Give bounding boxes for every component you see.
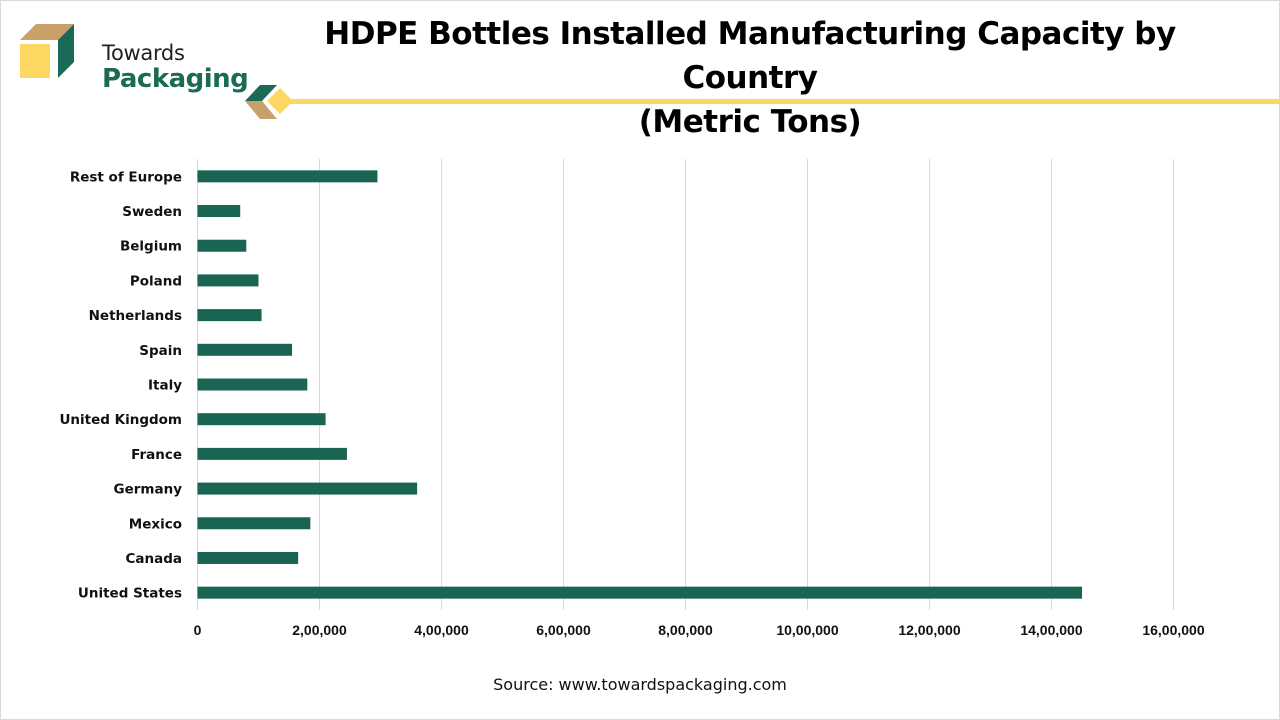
- bars: [197, 170, 1082, 599]
- bar-mexico: [197, 517, 311, 530]
- x-tick-label: 2,00,000: [292, 622, 347, 638]
- x-tick-label: 10,00,000: [776, 622, 838, 638]
- bar-poland: [197, 274, 259, 287]
- x-tick-labels: 0 2,00,000 4,00,000 6,00,000 8,00,000 10,00,0…: [194, 622, 1205, 638]
- category-label: United Kingdom: [59, 412, 182, 428]
- category-label: Canada: [125, 551, 182, 567]
- x-tick-label: 0: [194, 622, 202, 638]
- category-labels: Rest of Europe Sweden Belgium Poland Netherl…: [59, 169, 182, 601]
- brand-logo: Towards Packaging: [18, 22, 249, 94]
- brand-name-line2: Packaging: [102, 64, 249, 94]
- category-label: Germany: [114, 482, 183, 498]
- source-note: Source: www.towardspackaging.com: [493, 675, 787, 694]
- title-ornament-icon: [245, 85, 293, 119]
- bar-germany: [197, 482, 418, 495]
- x-tick-label: 4,00,000: [414, 622, 469, 638]
- x-tick-label: 6,00,000: [536, 622, 591, 638]
- category-label: Poland: [130, 273, 182, 289]
- gridlines: [197, 159, 1174, 610]
- bar-rest-of-europe: [197, 170, 378, 183]
- chart-title-line1: HDPE Bottles Installed Manufacturing Cap…: [324, 16, 1176, 96]
- bar-france: [197, 447, 347, 460]
- bar-italy: [197, 378, 308, 391]
- bar-netherlands: [197, 309, 262, 322]
- chart-title: HDPE Bottles Installed Manufacturing Cap…: [290, 12, 1210, 144]
- x-tick-label: 12,00,000: [898, 622, 960, 638]
- category-label: Rest of Europe: [70, 169, 182, 185]
- category-label: Sweden: [122, 204, 182, 220]
- x-tick-label: 14,00,000: [1020, 622, 1082, 638]
- box-logo-icon: [20, 24, 74, 78]
- bar-spain: [197, 343, 293, 356]
- x-tick-label: 8,00,000: [658, 622, 713, 638]
- bar-united-kingdom: [197, 413, 326, 426]
- category-label: France: [131, 447, 182, 463]
- x-tick-label: 16,00,000: [1142, 622, 1204, 638]
- category-label: Netherlands: [89, 308, 182, 324]
- bar-united-states: [197, 586, 1082, 599]
- category-label: United States: [78, 586, 182, 602]
- category-label: Spain: [139, 343, 182, 359]
- bar-sweden: [197, 205, 241, 218]
- title-underline: [290, 99, 1280, 104]
- category-label: Italy: [148, 378, 182, 394]
- bar-canada: [197, 551, 299, 564]
- brand-name-line1: Towards: [102, 41, 185, 65]
- category-label: Mexico: [129, 516, 182, 532]
- bar-belgium: [197, 239, 247, 252]
- category-label: Belgium: [120, 239, 182, 255]
- chart-title-line2: (Metric Tons): [638, 104, 862, 140]
